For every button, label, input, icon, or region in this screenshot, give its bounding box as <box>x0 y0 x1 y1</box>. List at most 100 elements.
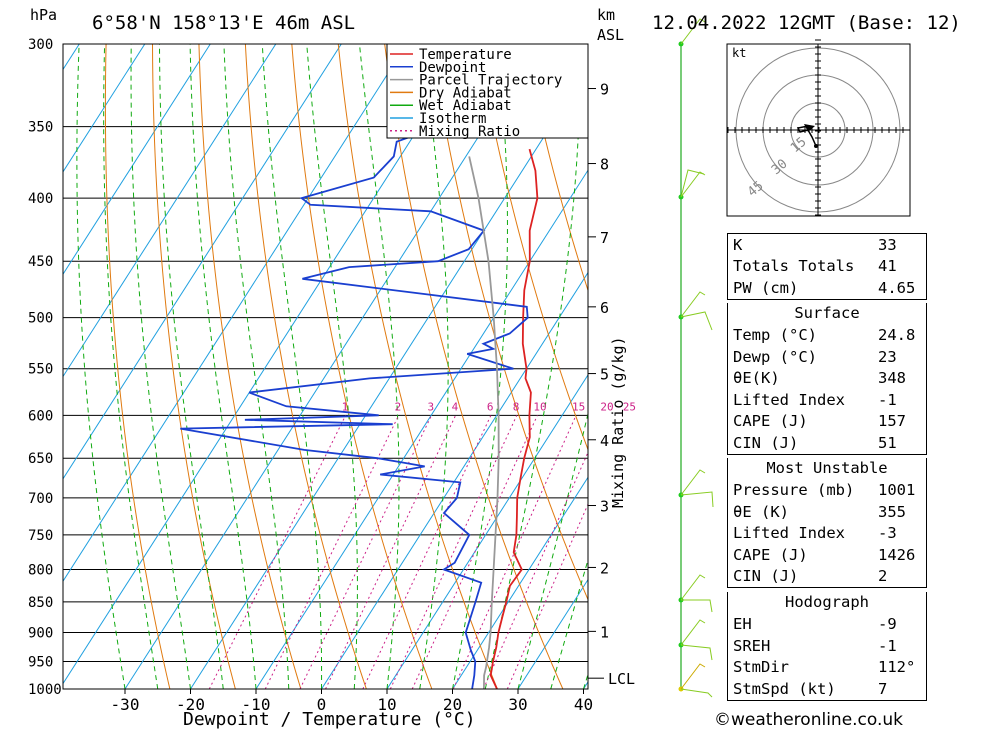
pressure-tick-label: 450 <box>28 254 53 270</box>
wind-barb <box>680 491 714 508</box>
wind-barb <box>680 291 706 318</box>
isotherm-line <box>63 44 408 583</box>
legend-label: Dewpoint <box>419 60 486 76</box>
isotherm-line <box>321 271 588 689</box>
y2-axis-label: Mixing Ratio (g/kg) <box>609 336 627 508</box>
pressure-tick-label: 800 <box>28 562 53 578</box>
legend-label: Temperature <box>419 47 512 63</box>
km-tick-label: 7 <box>600 229 609 247</box>
x-tick-label: 40 <box>574 695 593 714</box>
isotherm-line <box>0 44 14 689</box>
pressure-tick-label: 600 <box>28 408 53 424</box>
dewpoint-line <box>180 44 529 689</box>
pressure-tick-label: 500 <box>28 311 53 327</box>
pressure-tick-label: 950 <box>28 655 53 671</box>
row-totals: Totals Totals 41 <box>733 257 897 276</box>
row-pw: PW (cm) 4.65 <box>733 278 916 297</box>
unit-asl: ASL <box>597 26 625 44</box>
mixing-ratio-label: 2 <box>395 400 402 413</box>
pressure-tick-label: 700 <box>28 491 53 507</box>
wet-adiabat-line <box>358 44 400 689</box>
most-unstable-table: Most Unstable Pressure (mb) 1001 θE (K) 35… <box>727 458 927 588</box>
mixing-ratio-line <box>264 415 400 689</box>
copyright[interactable]: ©weatheronline.co.uk <box>714 710 904 730</box>
wind-barbs <box>678 18 714 698</box>
unit-hpa: hPa <box>30 6 58 24</box>
dry-adiabat-line <box>152 44 236 689</box>
dry-adiabat-line <box>384 44 564 689</box>
legend-box <box>386 43 589 139</box>
dry-adiabat-line <box>430 44 588 601</box>
plot-frame <box>62 43 589 690</box>
mixing-ratio-label: 4 <box>452 400 459 413</box>
legend-label: Isotherm <box>419 111 486 127</box>
km-tick-label: 9 <box>600 81 609 99</box>
legend-label: Mixing Ratio <box>419 124 520 140</box>
x-tick-label: -20 <box>176 695 205 714</box>
skewt-grid <box>0 44 1000 689</box>
skewt-axes: 3003504004505005506006507007508008509009… <box>28 37 636 714</box>
dry-adiabat-line <box>988 44 1000 689</box>
km-tick-label: 6 <box>600 299 609 317</box>
surface-table: Surface Temp (°C) 24.8 Dewp (°C) 23 θE(K) 3… <box>727 303 927 455</box>
isotherm-line <box>63 44 342 480</box>
unit-km: km <box>597 6 616 24</box>
isotherm-line <box>63 44 473 685</box>
mixing-ratio-label: 8 <box>513 400 520 413</box>
isotherm-line <box>63 44 146 173</box>
hodograph-unit: kt <box>732 46 746 60</box>
dry-adiabat-line <box>477 44 588 451</box>
pressure-tick-label: 1000 <box>28 682 62 698</box>
km-tick-label: 8 <box>600 156 609 174</box>
pressure-tick-label: 750 <box>28 528 53 544</box>
dry-adiabat-line <box>244 44 367 689</box>
skewt-series <box>180 44 539 689</box>
wind-barb <box>681 599 713 613</box>
wind-barb <box>680 644 713 661</box>
isotherm-line <box>255 169 588 689</box>
wet-adiabat-line <box>76 44 126 689</box>
parcel-trajectory-line <box>468 156 500 689</box>
wet-adiabat-line <box>103 44 159 689</box>
mixing-ratio-line <box>208 415 347 689</box>
wet-adiabat-line <box>550 558 588 689</box>
indices-table: K 33 Totals Totals 41 PW (cm) 4.65 <box>727 233 927 300</box>
wind-barb <box>680 169 705 198</box>
wind-barb <box>680 311 713 331</box>
km-tick-label: 3 <box>600 498 609 516</box>
isotherm-line <box>124 44 539 689</box>
x-axis-label: Dewpoint / Temperature (°C) <box>183 709 476 730</box>
dry-adiabat-line <box>337 44 498 689</box>
mixing-ratio-label: 25 <box>623 400 636 413</box>
datetime-title: 12.04.2022 12GMT (Base: 12) <box>652 12 961 34</box>
km-tick-label: 5 <box>600 366 609 384</box>
legend-label: Dry Adiabat <box>419 85 512 101</box>
dry-adiabat-line <box>291 44 433 689</box>
dry-adiabat-line <box>198 44 302 689</box>
pressure-tick-label: 550 <box>28 362 53 378</box>
wet-adiabat-line <box>306 44 358 689</box>
pressure-tick-label: 650 <box>28 451 53 467</box>
wet-adiabat-line <box>130 44 191 689</box>
dry-adiabat-line <box>942 44 1000 689</box>
isotherm-line <box>63 44 211 276</box>
storm-motion-marker <box>804 124 815 132</box>
mixing-ratio-label: 1 <box>342 400 349 413</box>
km-tick-label: 2 <box>600 559 609 577</box>
hodograph-title: Hodograph <box>785 593 869 611</box>
wind-barb <box>680 18 706 45</box>
mixing-ratio-line <box>362 415 492 689</box>
most-unstable-title: Most Unstable <box>766 459 888 477</box>
wet-adiabat-line <box>189 44 257 689</box>
mixing-ratio-line <box>411 415 538 689</box>
wet-adiabat-line <box>484 44 581 689</box>
location-title: 6°58'N 158°13'E 46m ASL <box>92 12 356 34</box>
x-tick-label: 20 <box>443 695 462 714</box>
x-tick-label: 30 <box>508 695 527 714</box>
hodograph-point <box>814 144 818 148</box>
pressure-tick-label: 850 <box>28 595 53 611</box>
pressure-tick-label: 300 <box>28 37 53 53</box>
x-tick-label: -30 <box>111 695 140 714</box>
